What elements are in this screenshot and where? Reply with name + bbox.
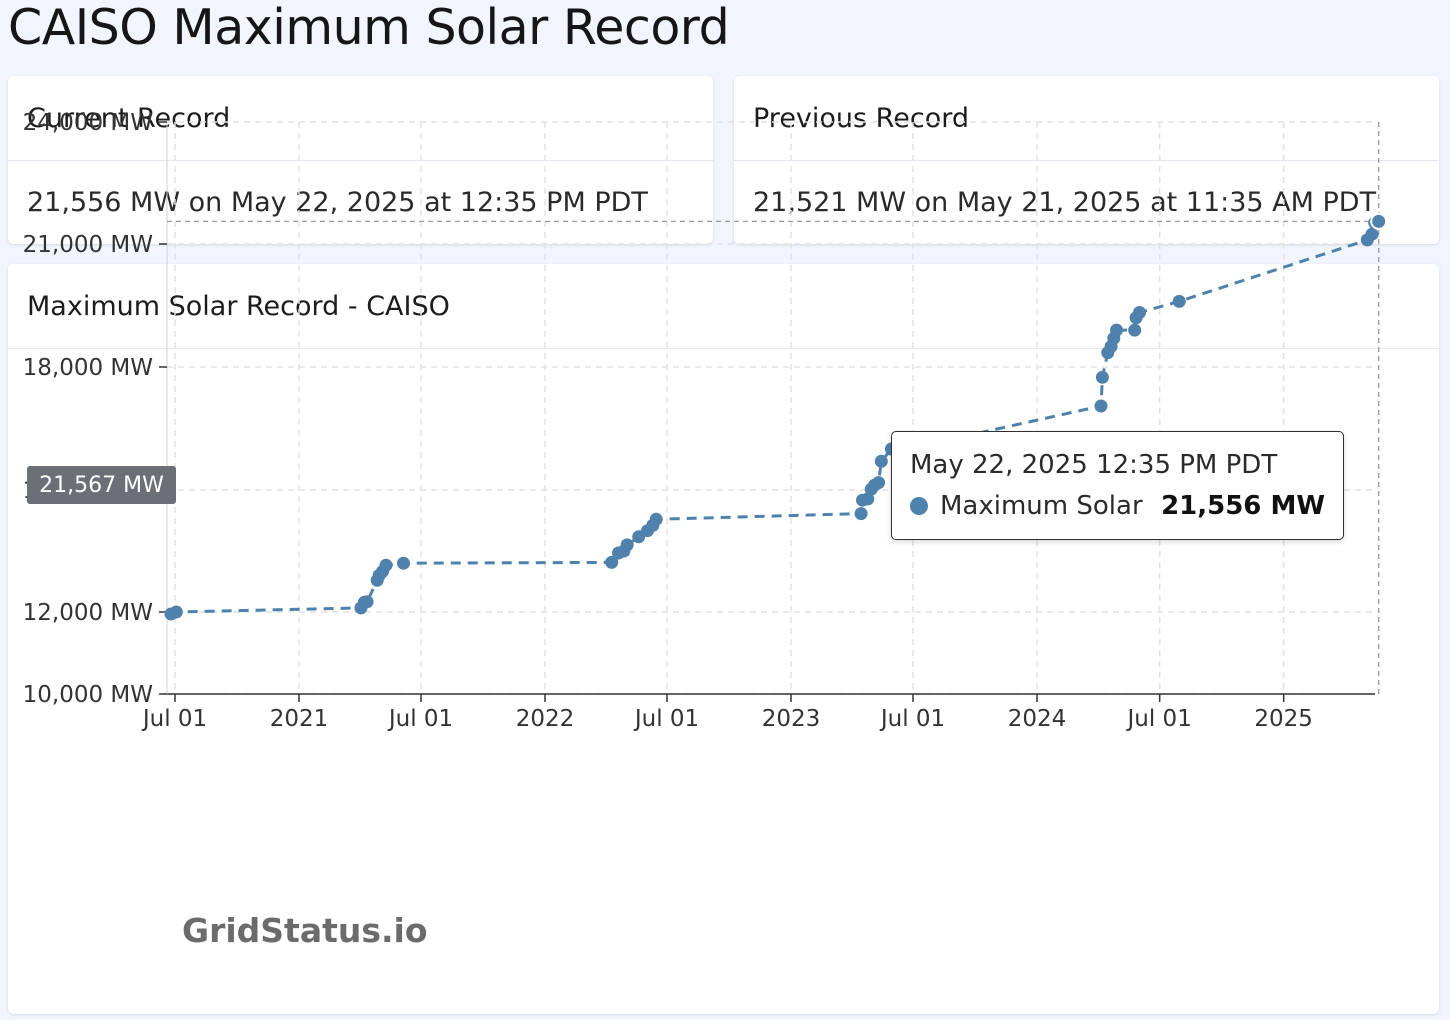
current-record-card: Current Record 21,556 MW on May 22, 2025…	[8, 76, 713, 244]
data-point[interactable]	[1172, 294, 1186, 308]
x-tick-label: Jul 01	[387, 706, 453, 732]
series-line-layer	[170, 219, 1380, 616]
chart-title: Maximum Solar Record - CAISO	[8, 264, 1439, 349]
current-record-title: Current Record	[8, 76, 713, 161]
data-point[interactable]	[649, 512, 663, 526]
x-tick-label: 2021	[270, 706, 329, 732]
data-point[interactable]	[1095, 370, 1109, 384]
previous-record-title: Previous Record	[734, 76, 1439, 161]
y-tick-label: 21,000 MW	[23, 232, 153, 258]
x-tick-label: 2024	[1008, 706, 1067, 732]
x-tick-label: Jul 01	[1126, 706, 1192, 732]
x-tick-label: Jul 01	[141, 706, 207, 732]
series-points-layer[interactable]	[164, 212, 1388, 621]
data-point[interactable]	[1370, 212, 1388, 230]
previous-record-card: Previous Record 21,521 MW on May 21, 202…	[734, 76, 1439, 244]
previous-record-value: 21,521 MW on May 21, 2025 at 11:35 AM PD…	[753, 187, 1377, 218]
data-point[interactable]	[854, 507, 868, 521]
tooltip-row: Maximum Solar 21,556 MW	[910, 491, 1325, 521]
data-point[interactable]	[872, 476, 886, 490]
data-point[interactable]	[1128, 323, 1142, 337]
watermark: GridStatus.io	[182, 911, 428, 950]
x-tick-label: 2025	[1254, 706, 1313, 732]
x-tick-label: 2023	[762, 706, 821, 732]
series-line-maximum-solar	[170, 219, 1380, 616]
data-point[interactable]	[1365, 227, 1379, 241]
x-tick-label: Jul 01	[633, 706, 699, 732]
chart-card: Maximum Solar Record - CAISO	[8, 264, 1439, 1014]
data-point[interactable]	[620, 538, 634, 552]
y-tick-label: 24,000 MW	[23, 110, 153, 136]
tooltip-date: May 22, 2025 12:35 PM PDT	[910, 450, 1278, 480]
x-tick-label: Jul 01	[879, 706, 945, 732]
data-point[interactable]	[874, 454, 888, 468]
data-point[interactable]	[605, 555, 619, 569]
tooltip-series-name: Maximum Solar	[940, 491, 1143, 521]
crosshair-y-label: 21,567 MW	[27, 466, 176, 504]
y-tick-label: 12,000 MW	[23, 600, 153, 626]
tooltip-value: 21,556 MW	[1161, 491, 1325, 521]
y-tick-label: 18,000 MW	[23, 355, 153, 381]
data-point[interactable]	[379, 558, 393, 572]
chart-tooltip: May 22, 2025 12:35 PM PDT Maximum Solar …	[891, 431, 1344, 540]
data-point[interactable]	[1133, 306, 1146, 319]
data-point[interactable]	[1094, 399, 1108, 413]
data-point[interactable]	[360, 595, 374, 609]
data-point[interactable]	[397, 556, 410, 570]
page-title: CAISO Maximum Solar Record	[8, 0, 730, 56]
data-point[interactable]	[1110, 323, 1123, 337]
x-tick-label: 2022	[516, 706, 575, 732]
series-dot-icon	[910, 497, 928, 515]
data-point[interactable]	[169, 605, 183, 619]
y-tick-label: 10,000 MW	[23, 682, 153, 708]
